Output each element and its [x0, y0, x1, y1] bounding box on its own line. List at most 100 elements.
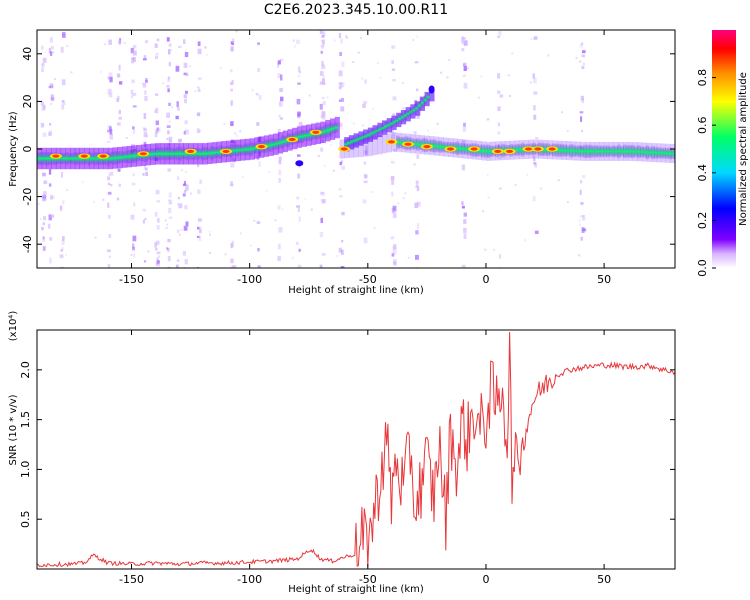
noise-speckle — [145, 171, 148, 177]
main-band — [119, 151, 123, 164]
colorbar-gradient — [712, 30, 736, 268]
upper-branch — [344, 140, 348, 148]
noise-speckle — [414, 202, 419, 209]
noise-speckle — [566, 201, 569, 203]
main-band — [124, 150, 129, 163]
lower-branch — [396, 135, 400, 150]
lower-branch-halo — [367, 137, 373, 157]
noise-speckle — [416, 181, 418, 187]
noise-speckle — [49, 37, 53, 43]
noise-speckle — [181, 169, 184, 172]
noise-speckle — [108, 255, 111, 258]
noise-speckle — [168, 216, 173, 219]
noise-speckle — [197, 164, 200, 168]
noise-speckle — [363, 237, 368, 244]
noise-speckle — [461, 37, 466, 40]
noise-speckle — [497, 90, 501, 94]
noise-speckle — [175, 65, 180, 72]
lower-branch — [563, 144, 567, 157]
noise-speckle — [143, 55, 147, 59]
lower-branch — [603, 145, 607, 157]
noise-speckle — [145, 167, 148, 171]
noise-speckle — [62, 200, 65, 205]
noise-speckle — [60, 249, 63, 252]
noise-speckle — [168, 199, 173, 205]
noise-speckle — [132, 173, 135, 177]
noise-speckle — [392, 133, 395, 136]
noise-speckle — [230, 265, 234, 268]
noise-speckle — [258, 95, 262, 100]
noise-speckle — [317, 155, 320, 158]
noise-speckle — [66, 45, 69, 48]
noise-speckle — [41, 45, 44, 50]
noise-speckle — [145, 134, 149, 138]
lower-branch — [657, 147, 661, 159]
noise-speckle — [155, 248, 158, 251]
noise-speckle — [239, 130, 242, 133]
main-band — [280, 135, 285, 149]
noise-speckle — [363, 180, 368, 184]
noise-speckle — [132, 247, 135, 250]
noise-speckle — [339, 195, 343, 198]
noise-speckle — [155, 189, 160, 195]
noise-speckle — [142, 208, 146, 212]
noise-speckle — [185, 221, 189, 227]
spectrogram-y-label: Frequency (Hz) — [8, 111, 19, 187]
noise-speckle — [280, 96, 284, 102]
noise-speckle — [157, 218, 160, 223]
noise-speckle — [497, 106, 501, 112]
upper-branch-tip — [428, 85, 435, 94]
noise-speckle — [579, 189, 582, 195]
noise-speckle — [155, 53, 159, 55]
noise-speckle — [322, 31, 325, 34]
main-band — [59, 152, 64, 165]
noise-speckle — [168, 199, 171, 202]
noise-speckle — [391, 191, 394, 197]
lower-branch — [461, 143, 465, 155]
noise-speckle — [47, 223, 51, 229]
noise-speckle — [166, 37, 170, 42]
band-hot-core — [288, 137, 296, 142]
noise-speckle — [365, 145, 368, 151]
noise-speckle — [132, 126, 135, 130]
noise-speckle — [143, 164, 146, 170]
noise-speckle — [230, 46, 234, 52]
noise-speckle — [182, 251, 186, 256]
noise-speckle — [50, 51, 53, 56]
noise-speckle — [219, 67, 222, 70]
noise-speckle — [70, 71, 73, 74]
noise-speckle — [62, 32, 66, 35]
lower-branch — [577, 145, 581, 158]
snr-x-label: Height of straight line (km) — [288, 584, 424, 595]
noise-speckle — [232, 265, 237, 268]
noise-speckle — [234, 132, 237, 135]
noise-speckle — [184, 120, 188, 125]
noise-speckle — [138, 189, 141, 192]
noise-speckle — [533, 91, 538, 95]
upper-branch — [355, 134, 359, 145]
noise-speckle — [108, 215, 111, 219]
main-band — [150, 147, 154, 161]
noise-speckle — [345, 35, 348, 38]
noise-speckle — [144, 96, 148, 101]
main-band — [113, 151, 117, 165]
main-band — [136, 149, 140, 162]
noise-speckle — [579, 60, 582, 63]
noise-speckle — [132, 92, 137, 96]
noise-speckle — [61, 100, 65, 103]
upper-branch — [400, 112, 405, 122]
noise-speckle — [580, 236, 583, 241]
main-band — [181, 148, 185, 160]
lower-branch — [520, 142, 525, 157]
band-hot-core — [258, 145, 265, 149]
noise-speckle — [463, 122, 466, 127]
noise-speckle — [497, 35, 501, 38]
noise-speckle — [133, 202, 136, 207]
lower-branch — [634, 146, 638, 158]
noise-speckle — [107, 249, 111, 252]
noise-speckle — [524, 239, 527, 242]
noise-speckle — [580, 95, 584, 101]
noise-speckle — [320, 115, 325, 118]
noise-speckle — [278, 101, 283, 107]
lower-branch — [435, 140, 440, 152]
